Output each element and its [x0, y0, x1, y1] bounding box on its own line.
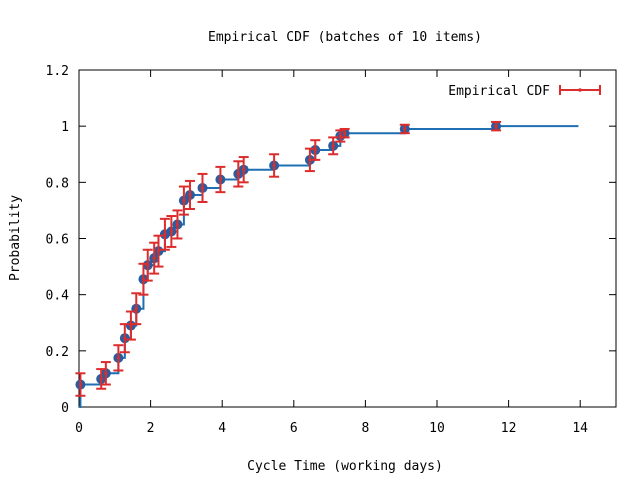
y-tick-label: 0.4 — [46, 289, 70, 304]
error-bar-center — [146, 263, 150, 267]
error-bar-center — [236, 172, 240, 176]
chart-title: Empirical CDF (batches of 10 items) — [208, 30, 482, 45]
error-bar-center — [403, 127, 407, 131]
error-bar-center — [134, 307, 138, 311]
y-tick-label: 1.2 — [46, 64, 69, 79]
y-tick-label: 0 — [61, 401, 69, 416]
x-tick-label: 0 — [75, 421, 83, 436]
y-tick-label: 0.6 — [46, 233, 69, 248]
error-bar-center — [313, 148, 317, 152]
y-tick-label: 1 — [61, 120, 69, 135]
error-bar-center — [175, 222, 180, 227]
legend-sample-errorbar — [559, 85, 601, 95]
legend: Empirical CDF — [448, 84, 601, 99]
x-tick-label: 6 — [290, 421, 298, 436]
error-bar-center — [104, 371, 108, 375]
error-bar-center — [242, 168, 246, 172]
plot-frame — [78, 69, 617, 408]
error-bar-center — [156, 249, 161, 253]
error-bar-center — [163, 232, 167, 236]
error-bar-center — [331, 144, 335, 148]
x-tick-label: 2 — [147, 421, 155, 436]
error-bar-center — [218, 177, 223, 182]
error-bar-center — [343, 131, 347, 135]
error-bar-center — [123, 336, 127, 340]
x-tick-label: 4 — [218, 421, 226, 436]
error-bar-center — [188, 193, 192, 197]
error-bar-center — [169, 229, 173, 234]
y-tick-label: 0.8 — [46, 176, 69, 191]
error-bar-center — [99, 377, 103, 381]
error-bar-center — [272, 163, 276, 168]
y-axis-label: Probability — [8, 195, 23, 281]
error-bar-center — [200, 186, 205, 190]
legend-label-empirical-cdf: Empirical CDF — [448, 84, 550, 99]
y-tick-label: 0.2 — [46, 345, 69, 360]
series-empirical-cdf — [75, 120, 579, 408]
x-tick-label: 8 — [361, 421, 369, 436]
error-bar-center — [182, 198, 186, 203]
x-tick-label: 14 — [572, 421, 588, 436]
error-bar-center — [78, 382, 83, 387]
x-tick-label: 10 — [429, 421, 445, 436]
error-bar-center — [152, 256, 156, 260]
x-axis-label: Cycle Time (working days) — [247, 459, 443, 474]
error-bar-center — [494, 124, 498, 128]
x-tick-label: 12 — [501, 421, 517, 436]
legend-errorbar-center — [578, 88, 582, 92]
axis-ticks: 0 2 4 6 8 10 12 14 0 0.2 0.4 0.6 0.8 1 1.2 — [46, 64, 616, 436]
error-bar-center — [116, 356, 120, 360]
